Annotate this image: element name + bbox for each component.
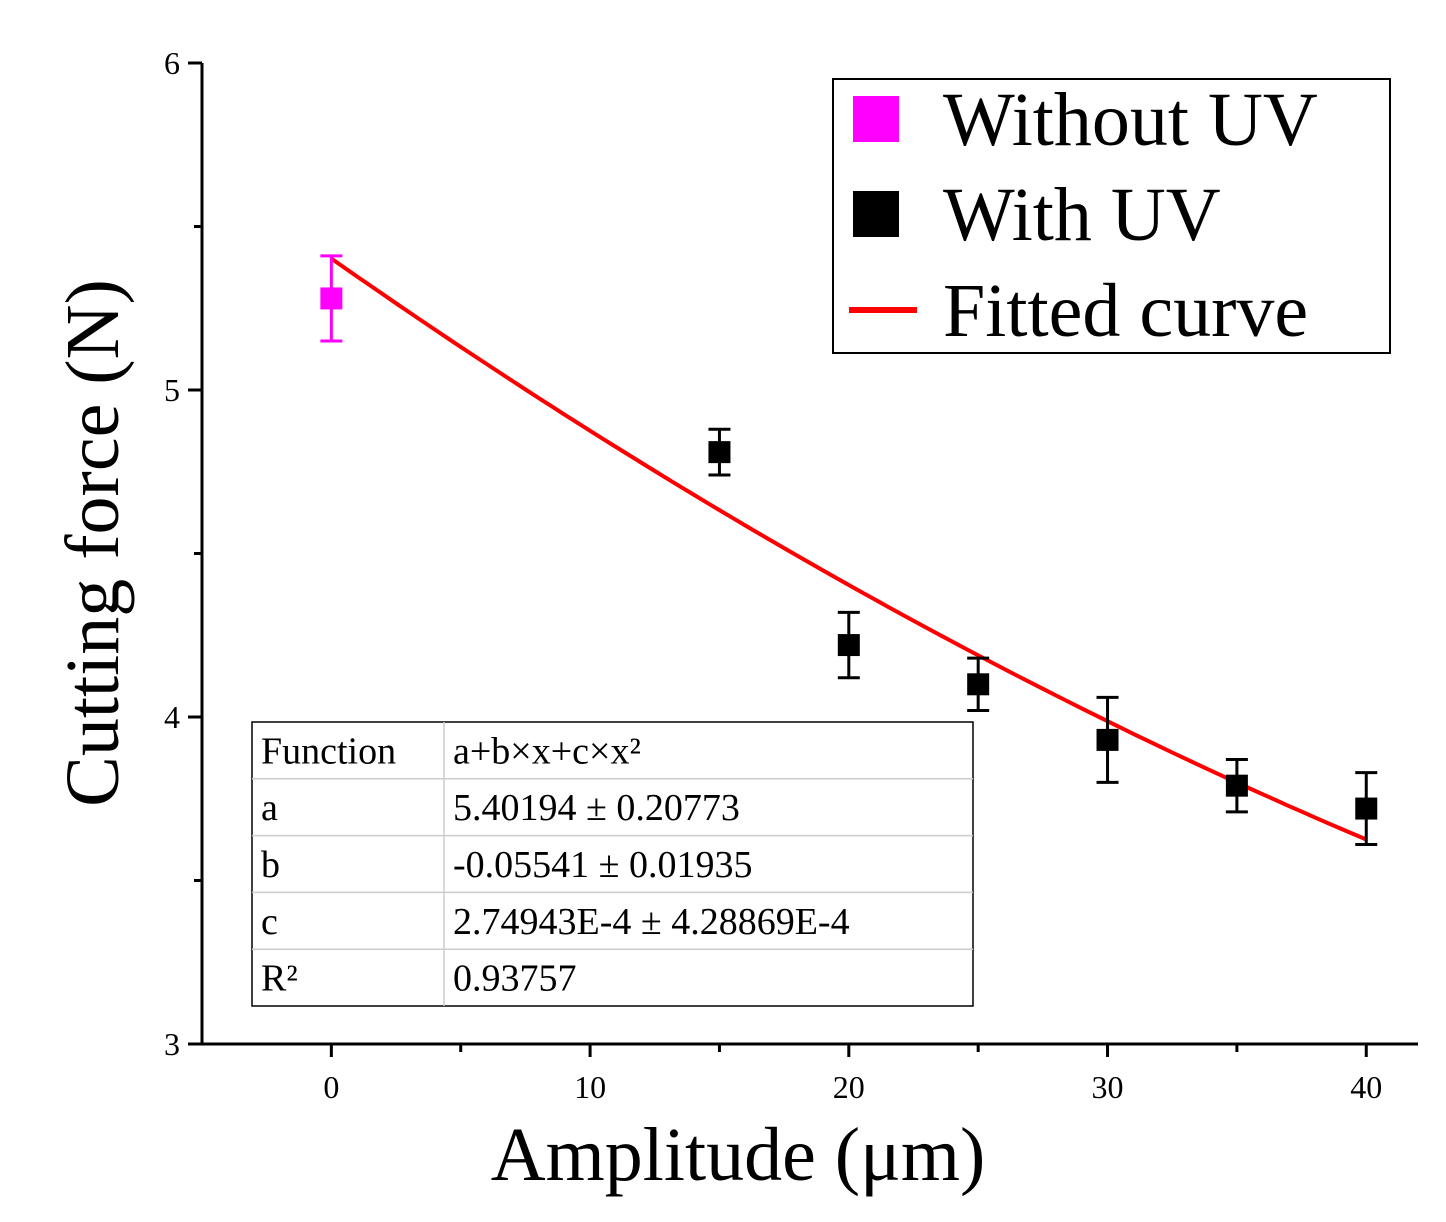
legend-item: Without UV bbox=[853, 78, 1318, 162]
fit-curve-layer bbox=[330, 256, 1368, 842]
data-point bbox=[1096, 695, 1119, 784]
legend-box bbox=[832, 78, 1391, 354]
data-point bbox=[320, 254, 343, 343]
table-cell-label: b bbox=[261, 844, 280, 886]
x-tick-label: 10 bbox=[574, 1069, 606, 1105]
table-border bbox=[251, 721, 974, 1007]
table-cell-label: c bbox=[261, 901, 278, 943]
legend: Without UV With UV Fitted curve bbox=[832, 78, 1391, 354]
fitted-curve-line bbox=[330, 256, 1368, 842]
data-point bbox=[967, 656, 990, 712]
x-tick-label: 40 bbox=[1350, 1069, 1382, 1105]
point-marker bbox=[708, 441, 731, 464]
legend-marker bbox=[853, 96, 899, 142]
table-cell-label: Function bbox=[261, 730, 396, 772]
fit-parameter-table: Function a+b×x+c×x² a 5.40194 ± 0.20773 b -0.… bbox=[251, 721, 974, 1007]
point-marker bbox=[1225, 774, 1248, 797]
data-point bbox=[708, 427, 731, 477]
y-tick-label: 3 bbox=[164, 1026, 180, 1062]
table-cell-value: 5.40194 ± 0.20773 bbox=[453, 787, 740, 829]
table-cell-value: 0.93757 bbox=[453, 958, 577, 1000]
x-tick-label: 20 bbox=[833, 1069, 865, 1105]
point-marker bbox=[1355, 797, 1378, 820]
x-tick-label: 0 bbox=[323, 1069, 339, 1105]
y-tick-label: 5 bbox=[164, 372, 180, 408]
point-marker bbox=[837, 634, 860, 657]
legend-label: Without UV bbox=[943, 78, 1318, 162]
legend-label: With UV bbox=[943, 173, 1221, 257]
table-cell-label: R² bbox=[261, 958, 298, 1000]
legend-marker bbox=[853, 191, 899, 237]
data-point bbox=[837, 610, 860, 680]
y-tick-label: 4 bbox=[164, 699, 180, 735]
table-cell-value: -0.05541 ± 0.01935 bbox=[453, 844, 753, 886]
table-cell-value: 2.74943E-4 ± 4.28869E-4 bbox=[453, 901, 850, 943]
data-point bbox=[1355, 771, 1378, 847]
axes: 0 10 20 30 40 3 4 5 6 bbox=[164, 45, 1418, 1105]
point-marker bbox=[1096, 728, 1119, 751]
table-cell-value: a+b×x+c×x² bbox=[453, 730, 641, 772]
point-marker bbox=[967, 673, 990, 696]
y-tick-label: 6 bbox=[164, 45, 180, 81]
data-points-layer bbox=[320, 254, 1378, 847]
legend-label: Fitted curve bbox=[943, 269, 1308, 353]
y-axis-title: Cutting force (N) bbox=[51, 279, 135, 807]
legend-item: With UV bbox=[853, 173, 1221, 257]
point-marker bbox=[320, 287, 343, 310]
data-point bbox=[1225, 758, 1248, 814]
legend-item: Fitted curve bbox=[849, 269, 1308, 353]
table-cell-label: a bbox=[261, 787, 278, 829]
x-axis-title: Amplitude (μm) bbox=[491, 1113, 986, 1197]
x-tick-label: 30 bbox=[1092, 1069, 1124, 1105]
